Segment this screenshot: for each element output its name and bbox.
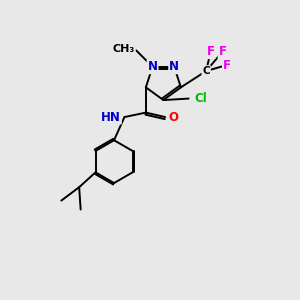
Text: CH₃: CH₃ xyxy=(112,44,135,54)
Text: N: N xyxy=(169,60,179,73)
Text: O: O xyxy=(168,111,178,124)
Text: Cl: Cl xyxy=(194,92,207,105)
Text: F: F xyxy=(207,45,214,58)
Text: HN: HN xyxy=(101,111,121,124)
Text: C: C xyxy=(202,66,210,76)
Text: F: F xyxy=(218,45,226,58)
Text: N: N xyxy=(148,60,158,73)
Text: F: F xyxy=(223,58,231,71)
